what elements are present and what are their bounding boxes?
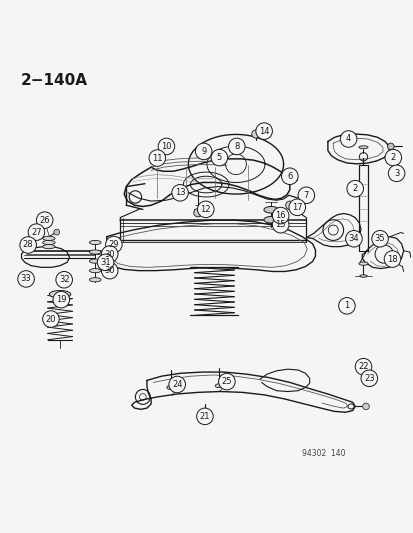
Circle shape (97, 254, 114, 271)
Text: 27: 27 (31, 228, 42, 237)
Circle shape (195, 143, 211, 160)
Circle shape (281, 168, 297, 184)
Circle shape (272, 207, 288, 224)
Circle shape (345, 230, 361, 247)
Ellipse shape (43, 240, 55, 245)
Circle shape (101, 262, 118, 279)
Circle shape (346, 180, 363, 197)
Ellipse shape (43, 236, 55, 240)
Circle shape (196, 408, 213, 425)
Text: 14: 14 (258, 127, 269, 135)
Text: 21: 21 (199, 412, 210, 421)
Circle shape (211, 149, 227, 166)
Text: 25: 25 (221, 377, 232, 386)
Circle shape (43, 311, 59, 327)
Text: 28: 28 (23, 240, 33, 249)
Circle shape (158, 138, 174, 155)
Circle shape (288, 199, 305, 215)
Ellipse shape (358, 262, 367, 265)
Circle shape (251, 130, 259, 138)
Ellipse shape (358, 146, 367, 149)
Ellipse shape (215, 384, 221, 387)
Ellipse shape (359, 275, 366, 277)
Ellipse shape (89, 269, 101, 273)
Ellipse shape (201, 414, 208, 417)
Text: 8: 8 (234, 142, 239, 151)
Circle shape (171, 184, 188, 201)
Circle shape (197, 201, 214, 217)
Text: 2: 2 (352, 184, 357, 193)
Circle shape (371, 230, 387, 247)
Circle shape (272, 216, 288, 233)
Ellipse shape (89, 259, 101, 263)
Circle shape (54, 229, 59, 235)
Text: 24: 24 (171, 380, 182, 389)
Text: 16: 16 (275, 211, 285, 220)
Text: 23: 23 (363, 374, 374, 383)
Circle shape (362, 403, 368, 410)
Text: 29: 29 (108, 240, 119, 249)
Text: 9: 9 (201, 147, 206, 156)
Circle shape (105, 236, 122, 253)
Text: 94302  140: 94302 140 (301, 449, 345, 458)
Text: 35: 35 (374, 235, 385, 243)
Text: 30: 30 (104, 249, 115, 259)
Text: 22: 22 (357, 362, 368, 371)
Text: 17: 17 (291, 203, 302, 212)
Circle shape (56, 271, 72, 288)
Text: 32: 32 (59, 275, 69, 284)
Circle shape (169, 376, 185, 393)
Text: 6: 6 (287, 172, 292, 181)
Circle shape (228, 138, 244, 155)
Ellipse shape (263, 206, 278, 213)
Text: 3: 3 (393, 169, 398, 178)
Text: 15: 15 (275, 220, 285, 229)
Ellipse shape (89, 240, 101, 245)
Circle shape (20, 237, 36, 253)
Circle shape (149, 150, 165, 166)
Text: 19: 19 (56, 295, 66, 304)
Ellipse shape (43, 245, 55, 249)
Ellipse shape (263, 216, 278, 223)
Ellipse shape (49, 290, 71, 298)
Text: 1: 1 (344, 301, 349, 310)
Ellipse shape (166, 385, 174, 390)
Circle shape (28, 224, 45, 240)
Text: 10: 10 (161, 142, 171, 151)
Circle shape (384, 149, 401, 166)
Circle shape (297, 187, 314, 204)
Circle shape (360, 370, 377, 386)
Circle shape (383, 251, 400, 268)
Circle shape (36, 212, 53, 229)
Circle shape (101, 246, 118, 262)
Text: 18: 18 (386, 255, 397, 263)
Text: 34: 34 (348, 235, 358, 243)
Text: 33: 33 (21, 274, 31, 284)
Text: 20: 20 (45, 314, 56, 324)
Text: 13: 13 (174, 188, 185, 197)
Text: 2−140A: 2−140A (21, 72, 88, 88)
Text: 30: 30 (104, 266, 115, 275)
Circle shape (53, 292, 69, 308)
Text: 11: 11 (152, 154, 162, 163)
Circle shape (354, 358, 371, 375)
Circle shape (193, 208, 202, 217)
Circle shape (338, 297, 354, 314)
Circle shape (285, 201, 293, 209)
Text: 5: 5 (216, 153, 221, 162)
Circle shape (218, 373, 235, 390)
Circle shape (18, 271, 34, 287)
Ellipse shape (89, 250, 101, 254)
Ellipse shape (89, 278, 101, 282)
Text: 4: 4 (345, 134, 350, 143)
Text: 12: 12 (200, 205, 211, 214)
Text: 26: 26 (39, 216, 50, 224)
Text: 7: 7 (303, 191, 308, 200)
Text: 31: 31 (100, 258, 111, 267)
Text: 2: 2 (390, 153, 395, 162)
Circle shape (387, 165, 404, 182)
Circle shape (255, 123, 272, 140)
Circle shape (339, 131, 356, 147)
Circle shape (387, 143, 393, 150)
